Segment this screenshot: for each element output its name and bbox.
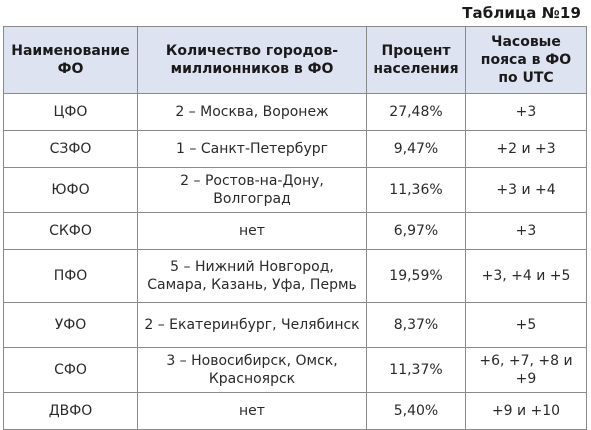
cell-cities: нет	[137, 392, 367, 430]
cell-utc: +2 и +3	[465, 130, 587, 168]
cell-district: УФО	[3, 302, 138, 348]
table-row: ЮФО 2 – Ростов-на-Дону, Волгоград 11,36%…	[3, 167, 587, 213]
table-row: СЗФО 1 – Санкт-Петербург 9,47% +2 и +3	[3, 130, 587, 168]
cell-percent: 5,40%	[366, 392, 466, 430]
header-population-percent: Процент населения	[366, 26, 466, 94]
cell-district: ДВФО	[3, 392, 138, 430]
cell-district: СФО	[3, 347, 138, 393]
cell-cities: нет	[137, 212, 367, 250]
table-header-row: Наименование ФО Количество городов-милли…	[3, 26, 587, 94]
federal-districts-table: Наименование ФО Количество городов-милли…	[3, 26, 587, 430]
cell-district: ПФО	[3, 249, 138, 303]
header-time-zones: Часовые пояса в ФО по UTC	[465, 26, 587, 94]
cell-utc: +3 и +4	[465, 167, 587, 213]
table-row: ПФО 5 – Нижний Новгород, Самара, Казань,…	[3, 249, 587, 303]
cell-cities: 2 – Ростов-на-Дону, Волгоград	[137, 167, 367, 213]
header-district: Наименование ФО	[3, 26, 138, 94]
cell-cities: 1 – Санкт-Петербург	[137, 130, 367, 168]
cell-district: СКФО	[3, 212, 138, 250]
cell-district: ЦФО	[3, 93, 138, 131]
cell-utc: +6, +7, +8 и +9	[465, 347, 587, 393]
cell-percent: 27,48%	[366, 93, 466, 131]
table-row: УФО 2 – Екатеринбург, Челябинск 8,37% +5	[3, 302, 587, 348]
cell-utc: +3, +4 и +5	[465, 249, 587, 303]
table-caption: Таблица №19	[462, 4, 581, 22]
cell-percent: 9,47%	[366, 130, 466, 168]
cell-district: СЗФО	[3, 130, 138, 168]
cell-percent: 6,97%	[366, 212, 466, 250]
cell-percent: 11,37%	[366, 347, 466, 393]
table-row: СФО 3 – Новосибирск, Омск, Красноярск 11…	[3, 347, 587, 393]
cell-cities: 5 – Нижний Новгород, Самара, Казань, Уфа…	[137, 249, 367, 303]
table-row: СКФО нет 6,97% +3	[3, 212, 587, 250]
cell-cities: 3 – Новосибирск, Омск, Красноярск	[137, 347, 367, 393]
cell-utc: +3	[465, 212, 587, 250]
table-row: ЦФО 2 – Москва, Воронеж 27,48% +3	[3, 93, 587, 131]
cell-cities: 2 – Москва, Воронеж	[137, 93, 367, 131]
cell-district: ЮФО	[3, 167, 138, 213]
cell-percent: 8,37%	[366, 302, 466, 348]
cell-percent: 11,36%	[366, 167, 466, 213]
table-row: ДВФО нет 5,40% +9 и +10	[3, 392, 587, 430]
cell-utc: +5	[465, 302, 587, 348]
cell-utc: +3	[465, 93, 587, 131]
cell-utc: +9 и +10	[465, 392, 587, 430]
cell-percent: 19,59%	[366, 249, 466, 303]
header-million-cities: Количество городов-миллионников в ФО	[137, 26, 367, 94]
cell-cities: 2 – Екатеринбург, Челябинск	[137, 302, 367, 348]
